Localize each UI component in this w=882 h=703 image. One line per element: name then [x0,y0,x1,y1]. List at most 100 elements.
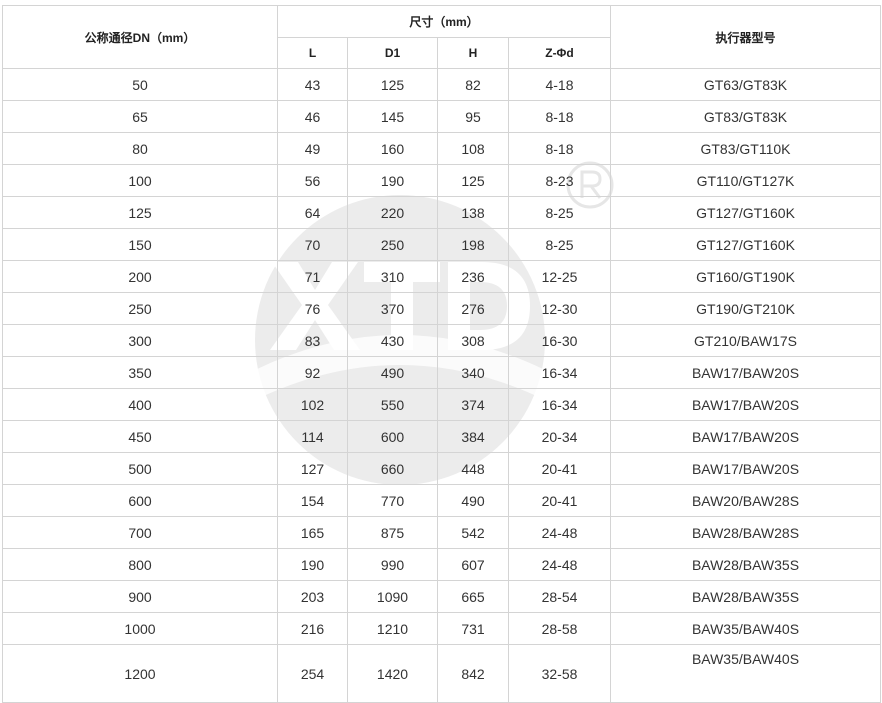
cell-h: 374 [437,388,509,421]
cell-d1: 220 [347,196,438,229]
cell-d1: 490 [347,356,438,389]
table-row: 600 154 770 490 20-41 BAW20/BAW28S [2,484,881,517]
cell-h: 542 [437,516,509,549]
cell-z-phi-d: 32-58 [508,644,611,703]
cell-actuator: GT83/GT83K [610,100,881,133]
cell-l: 70 [277,228,348,261]
cell-dn: 900 [2,580,278,613]
cell-z-phi-d: 20-34 [508,420,611,453]
cell-l: 216 [277,612,348,645]
cell-h: 490 [437,484,509,517]
cell-l: 190 [277,548,348,581]
cell-dn: 600 [2,484,278,517]
header-d1: D1 [347,37,438,69]
header-h: H [437,37,509,69]
cell-z-phi-d: 16-34 [508,388,611,421]
cell-actuator: BAW17/BAW20S [610,388,881,421]
cell-d1: 145 [347,100,438,133]
cell-actuator: BAW28/BAW35S [610,548,881,581]
cell-dn: 500 [2,452,278,485]
cell-dn: 250 [2,292,278,325]
table-row: 50 43 125 82 4-18 GT63/GT83K [2,68,881,101]
table-row: 125 64 220 138 8-25 GT127/GT160K [2,196,881,229]
header-size: 尺寸（mm） [277,5,611,38]
cell-h: 607 [437,548,509,581]
cell-dn: 80 [2,132,278,165]
cell-h: 384 [437,420,509,453]
cell-dn: 300 [2,324,278,357]
cell-d1: 875 [347,516,438,549]
cell-h: 236 [437,260,509,293]
cell-h: 276 [437,292,509,325]
header-actuator: 执行器型号 [610,5,881,69]
cell-d1: 770 [347,484,438,517]
table-row: 65 46 145 95 8-18 GT83/GT83K [2,100,881,133]
cell-actuator: GT190/GT210K [610,292,881,325]
cell-dn: 125 [2,196,278,229]
cell-l: 49 [277,132,348,165]
header-l: L [277,37,348,69]
cell-dn: 100 [2,164,278,197]
cell-d1: 160 [347,132,438,165]
cell-l: 76 [277,292,348,325]
cell-actuator: BAW35/BAW40S [610,644,881,703]
table-row: 1000 216 1210 731 28-58 BAW35/BAW40S [2,612,881,645]
cell-d1: 990 [347,548,438,581]
cell-dn: 150 [2,228,278,261]
cell-d1: 310 [347,260,438,293]
table-row: 80 49 160 108 8-18 GT83/GT110K [2,132,881,165]
cell-d1: 250 [347,228,438,261]
cell-z-phi-d: 16-30 [508,324,611,357]
cell-h: 95 [437,100,509,133]
cell-actuator: BAW17/BAW20S [610,452,881,485]
cell-l: 56 [277,164,348,197]
cell-h: 448 [437,452,509,485]
cell-d1: 125 [347,68,438,101]
table-row: 700 165 875 542 24-48 BAW28/BAW28S [2,516,881,549]
cell-dn: 350 [2,356,278,389]
header-z-phi-d: Z-Φd [508,37,611,69]
cell-z-phi-d: 8-18 [508,100,611,133]
cell-d1: 1090 [347,580,438,613]
cell-d1: 1420 [347,644,438,703]
cell-z-phi-d: 28-58 [508,612,611,645]
cell-dn: 50 [2,68,278,101]
cell-actuator: BAW20/BAW28S [610,484,881,517]
cell-d1: 550 [347,388,438,421]
cell-z-phi-d: 24-48 [508,548,611,581]
cell-dn: 450 [2,420,278,453]
cell-dn: 1000 [2,612,278,645]
cell-l: 92 [277,356,348,389]
cell-l: 165 [277,516,348,549]
cell-h: 665 [437,580,509,613]
cell-actuator: GT127/GT160K [610,228,881,261]
table-row: 250 76 370 276 12-30 GT190/GT210K [2,292,881,325]
cell-h: 138 [437,196,509,229]
cell-z-phi-d: 12-30 [508,292,611,325]
cell-l: 203 [277,580,348,613]
cell-actuator: BAW17/BAW20S [610,356,881,389]
table-row: 450 114 600 384 20-34 BAW17/BAW20S [2,420,881,453]
cell-h: 125 [437,164,509,197]
table-row: 300 83 430 308 16-30 GT210/BAW17S [2,324,881,357]
cell-l: 254 [277,644,348,703]
cell-actuator: GT160/GT190K [610,260,881,293]
table-row: 400 102 550 374 16-34 BAW17/BAW20S [2,388,881,421]
cell-d1: 660 [347,452,438,485]
cell-z-phi-d: 8-25 [508,196,611,229]
cell-l: 102 [277,388,348,421]
cell-d1: 190 [347,164,438,197]
cell-h: 308 [437,324,509,357]
cell-z-phi-d: 8-23 [508,164,611,197]
cell-actuator: BAW35/BAW40S [610,612,881,645]
cell-actuator: GT127/GT160K [610,196,881,229]
valve-spec-table: 公称通径DN（mm） 尺寸（mm） 执行器型号 L D1 H Z-Φd 50 43… [2,5,881,703]
cell-z-phi-d: 20-41 [508,452,611,485]
cell-l: 71 [277,260,348,293]
cell-z-phi-d: 16-34 [508,356,611,389]
cell-h: 340 [437,356,509,389]
table-row: 900 203 1090 665 28-54 BAW28/BAW35S [2,580,881,613]
cell-z-phi-d: 8-18 [508,132,611,165]
cell-z-phi-d: 4-18 [508,68,611,101]
cell-z-phi-d: 20-41 [508,484,611,517]
